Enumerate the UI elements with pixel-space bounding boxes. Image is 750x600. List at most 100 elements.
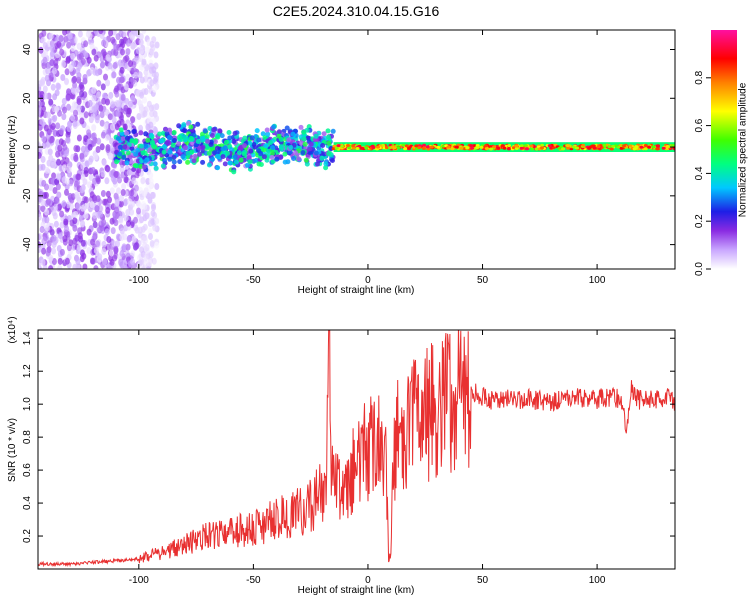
heatmap-cell xyxy=(302,141,308,147)
heatmap-cell xyxy=(89,257,95,265)
heatmap-cell xyxy=(150,191,156,199)
heatmap-cell xyxy=(77,232,83,240)
heatmap-cell xyxy=(66,88,72,96)
heatmap-cell xyxy=(80,145,86,153)
heatmap-cell xyxy=(38,204,42,212)
heatmap-cell xyxy=(149,40,155,48)
heatmap-cell xyxy=(231,139,237,144)
heatmap-cell xyxy=(130,95,136,103)
heatmap-cell xyxy=(202,128,208,134)
heatmap-cell xyxy=(313,133,319,139)
heatmap-cell xyxy=(436,145,441,149)
heatmap-cell xyxy=(107,113,113,121)
heatmap-cell xyxy=(48,265,54,269)
heatmap-cell xyxy=(215,149,221,155)
heatmap-cell xyxy=(227,160,233,166)
heatmap-cell xyxy=(61,97,67,105)
heatmap-cell xyxy=(417,146,422,150)
heatmap-cell xyxy=(209,133,215,138)
heatmap-cell xyxy=(651,145,656,149)
heatmap-cell xyxy=(479,145,484,149)
heatmap-cell xyxy=(148,121,154,129)
heatmap-cell xyxy=(167,156,173,162)
heatmap-cell xyxy=(109,249,114,257)
heatmap-cell xyxy=(143,68,149,76)
heatmap-cell xyxy=(152,161,158,167)
heatmap-cell xyxy=(92,221,98,229)
heatmap-cell xyxy=(475,145,480,149)
heatmap-cell xyxy=(124,130,129,136)
heatmap-cell xyxy=(142,158,148,164)
heatmap-cell xyxy=(61,200,67,208)
heatmap-cell xyxy=(320,143,326,148)
heatmap-cell xyxy=(647,145,652,149)
heatmap-cell xyxy=(100,131,106,139)
heatmap-cell xyxy=(38,233,41,241)
heatmap-cell xyxy=(592,146,597,150)
heatmap-cell xyxy=(79,186,85,194)
heatmap-cell xyxy=(188,124,194,130)
heatmap-cell xyxy=(223,139,229,145)
heatmap-cell xyxy=(82,263,88,269)
heatmap-cell xyxy=(136,207,141,215)
colorbar-ticks: 0.0 0.2 0.4 0.6 0.8 xyxy=(694,70,711,276)
heatmap-cell xyxy=(154,71,159,79)
heatmap-cell xyxy=(233,159,239,165)
heatmap-cell xyxy=(142,241,148,249)
heatmap-cell xyxy=(138,124,144,132)
heatmap-cell xyxy=(260,131,266,137)
heatmap-cell xyxy=(120,189,126,196)
heatmap-cell xyxy=(138,33,144,41)
colorbar-tick-label: 0.0 xyxy=(694,262,705,276)
heatmap-cell xyxy=(118,127,124,133)
heatmap-cell xyxy=(160,163,166,169)
heatmap-cell xyxy=(109,217,115,225)
heatmap-cell xyxy=(113,49,119,57)
heatmap-cell xyxy=(177,159,183,165)
snr-x-label: Height of straight line (km) xyxy=(298,585,415,596)
heatmap-cell xyxy=(609,147,614,151)
heatmap-cell xyxy=(276,133,282,139)
heatmap-cell xyxy=(109,258,115,266)
heatmap-cell xyxy=(72,224,78,232)
heatmap-cell xyxy=(101,39,107,47)
heatmap-cell xyxy=(130,42,136,50)
heatmap-cell xyxy=(80,220,85,228)
heatmap-cell xyxy=(340,144,344,148)
heatmap-cell xyxy=(67,192,73,200)
heatmap-cell xyxy=(101,240,107,248)
heatmap-cell xyxy=(364,146,369,150)
heatmap-cell xyxy=(454,145,459,149)
heatmap-cell xyxy=(44,216,50,224)
y-tick-label: -20 xyxy=(22,188,33,203)
heatmap-cell xyxy=(212,139,218,145)
heatmap-cell xyxy=(153,51,159,59)
heatmap-cell xyxy=(172,138,177,143)
heatmap-cell xyxy=(301,136,307,142)
heatmap-cell xyxy=(296,156,302,162)
heatmap-cell xyxy=(276,129,282,135)
heatmap-cell xyxy=(64,77,69,85)
heatmap-cell xyxy=(129,33,135,41)
heatmap-cell xyxy=(100,170,106,178)
heatmap-cell xyxy=(401,143,406,147)
heatmap-cell xyxy=(47,148,53,156)
y-tick-label: 0.4 xyxy=(22,496,33,510)
heatmap-cell xyxy=(313,150,319,156)
heatmap-cell xyxy=(86,247,92,254)
heatmap-cell xyxy=(94,116,100,124)
heatmap-cell xyxy=(110,123,115,131)
heatmap-cell xyxy=(596,145,601,149)
heatmap-cell xyxy=(119,194,124,202)
heatmap-cell xyxy=(51,258,57,265)
heatmap-cell xyxy=(59,248,65,256)
heatmap-cell xyxy=(49,50,55,58)
heatmap-cell xyxy=(557,146,562,150)
heatmap-cell xyxy=(87,99,93,107)
heatmap-cell xyxy=(105,54,111,62)
heatmap-cell xyxy=(143,88,149,95)
heatmap-cell xyxy=(48,154,54,162)
heatmap-cell xyxy=(215,134,221,140)
heatmap-cell xyxy=(551,146,556,149)
heatmap-cell xyxy=(137,226,143,234)
